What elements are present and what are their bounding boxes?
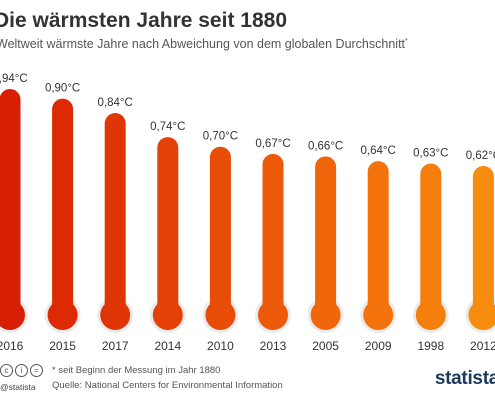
x-tick-label: 2012 (470, 339, 495, 353)
data-label: 0,94°C (0, 73, 28, 85)
bar-2010 (209, 146, 231, 315)
x-tick-label: 2016 (0, 339, 24, 353)
creative-commons-icon: c (0, 364, 13, 377)
bar-1998 (420, 163, 442, 315)
bar-2014 (157, 137, 179, 315)
x-tick-label: 2010 (207, 339, 234, 353)
thermometer-bar-chart: 0,94°C 2016 0,90°C 2015 0,84°C 2017 0,74°C 2014… (0, 73, 495, 353)
x-tick-label: 1998 (417, 339, 444, 353)
thermometer-bulb (100, 300, 131, 330)
bar-2005 (315, 156, 337, 315)
brand-handle-text: statista (8, 382, 36, 392)
bar-2013 (262, 153, 284, 315)
data-label: 0,70°C (203, 131, 238, 143)
thermometer-bulb (0, 300, 25, 330)
at-icon: @ (0, 382, 9, 392)
x-tick-label: 2005 (312, 339, 339, 353)
chart-title: Die wärmsten Jahre seit 1880 (0, 9, 287, 32)
thermometer-bulb (47, 300, 78, 330)
x-tick-label: 2013 (260, 339, 287, 353)
data-label: 0,64°C (361, 145, 396, 157)
bar-2009 (367, 161, 389, 315)
data-label: 0,67°C (255, 138, 290, 150)
data-label: 0,74°C (150, 121, 185, 133)
license-icons: c i = (0, 364, 45, 382)
x-tick-label: 2015 (49, 339, 76, 353)
thermometer-bulb (363, 300, 394, 330)
bar-2015 (52, 98, 74, 315)
no-derivatives-icon: = (30, 364, 43, 377)
thermometer-bulb (415, 300, 446, 330)
x-tick-label: 2009 (365, 339, 392, 353)
statista-logo: statista (434, 368, 495, 389)
thermometer-bulb (205, 300, 236, 330)
thermometer-bulb (152, 300, 183, 330)
thermometer-bulb (468, 300, 495, 330)
bar-2017 (104, 113, 126, 315)
data-label: 0,62°C (466, 150, 495, 162)
thermometer-bulb (310, 300, 341, 330)
x-tick-label: 2017 (102, 339, 129, 353)
attribution-icon: i (15, 364, 28, 377)
chart-subtitle: Weltweit wärmste Jahre nach Abweichung v… (0, 37, 408, 51)
footnote-marker: * (405, 37, 408, 45)
license-block: c i = @statista (0, 362, 43, 396)
footnote: * seit Beginn der Messung im Jahr 1880 (52, 365, 221, 376)
data-label: 0,90°C (45, 83, 80, 95)
data-label: 0,63°C (413, 148, 448, 160)
source-line: Quelle: National Centers for Environment… (52, 380, 283, 391)
data-label: 0,66°C (308, 140, 343, 152)
bar-2012 (472, 165, 494, 315)
bar-2016 (0, 89, 21, 315)
brand-handle: @statista (0, 382, 36, 392)
x-tick-label: 2014 (154, 339, 181, 353)
thermometer-bulb (258, 300, 288, 330)
data-label: 0,84°C (98, 97, 133, 109)
subtitle-text: Weltweit wärmste Jahre nach Abweichung v… (0, 37, 406, 51)
